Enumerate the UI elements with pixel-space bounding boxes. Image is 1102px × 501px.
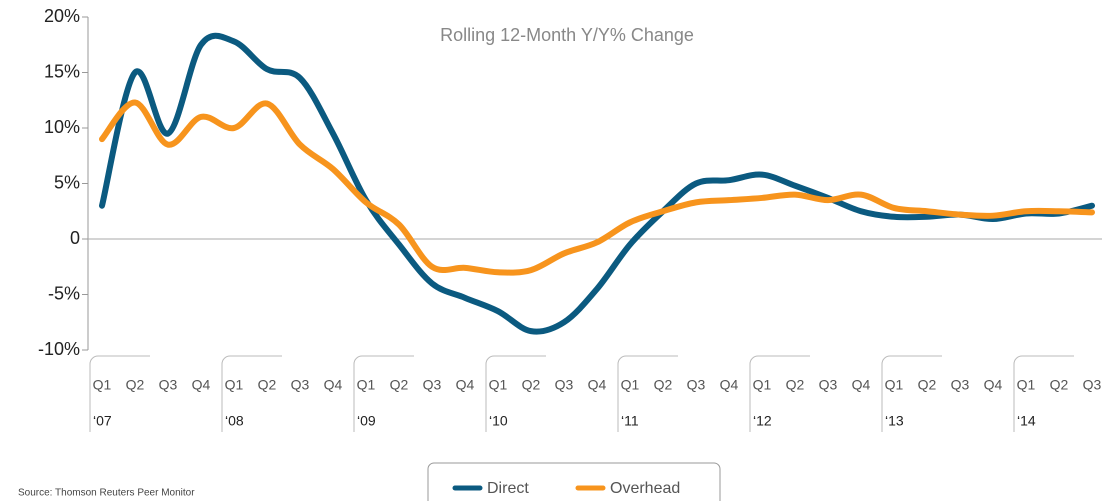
year-separator — [221, 355, 282, 432]
x-tick-label: Q1 — [753, 377, 772, 393]
year-label: ‘11 — [621, 413, 639, 429]
x-tick-label: Q2 — [126, 377, 145, 393]
x-tick-label: Q1 — [489, 377, 508, 393]
x-tick-label: Q1 — [225, 377, 244, 393]
year-label: ‘14 — [1017, 413, 1036, 429]
series-line — [99, 99, 1095, 276]
x-tick-label: Q3 — [687, 377, 706, 393]
y-tick-label: 20% — [44, 6, 80, 26]
x-tick-label: Q3 — [423, 377, 442, 393]
x-tick-label: Q2 — [786, 377, 805, 393]
x-tick-label: Q2 — [654, 377, 673, 393]
x-tick-label: Q1 — [885, 377, 904, 393]
y-tick-label: -5% — [48, 283, 80, 303]
y-tick-label: 0 — [70, 228, 80, 248]
x-tick-label: Q4 — [456, 377, 475, 393]
x-tick-label: Q4 — [720, 377, 739, 393]
year-label: ‘10 — [489, 413, 508, 429]
legend-label: Direct — [487, 480, 529, 497]
year-separator — [485, 355, 546, 432]
x-tick-label: Q4 — [852, 377, 871, 393]
y-tick-label: 5% — [54, 172, 80, 192]
year-label: ‘12 — [753, 413, 772, 429]
legend-box — [427, 462, 721, 501]
x-tick-label: Q3 — [1083, 377, 1102, 393]
x-tick-label: Q2 — [522, 377, 541, 393]
x-tick-label: Q1 — [621, 377, 640, 393]
x-tick-label: Q1 — [357, 377, 376, 393]
x-tick-label: Q3 — [819, 377, 838, 393]
y-tick-label: 15% — [44, 61, 80, 81]
x-tick-label: Q3 — [951, 377, 970, 393]
year-label: ‘13 — [885, 413, 904, 429]
y-tick-label: 10% — [44, 117, 80, 137]
legend-label: Overhead — [610, 480, 680, 497]
x-tick-label: Q2 — [918, 377, 937, 393]
series-line — [99, 32, 1095, 335]
year-separator — [617, 355, 678, 432]
x-tick-label: Q2 — [1050, 377, 1069, 393]
x-tick-label: Q2 — [258, 377, 277, 393]
year-separator — [353, 355, 414, 432]
x-tick-label: Q4 — [324, 377, 343, 393]
year-separator — [89, 355, 150, 432]
chart-title: Rolling 12-Month Y/Y% Change — [440, 25, 694, 45]
x-tick-label: Q2 — [390, 377, 409, 393]
year-label: ‘08 — [225, 413, 244, 429]
x-tick-label: Q1 — [93, 377, 112, 393]
year-label: ‘07 — [93, 413, 112, 429]
source-note: Source: Thomson Reuters Peer Monitor — [18, 488, 195, 499]
x-tick-label: Q3 — [159, 377, 178, 393]
x-tick-label: Q4 — [984, 377, 1003, 393]
x-tick-label: Q1 — [1017, 377, 1036, 393]
x-tick-label: Q3 — [291, 377, 310, 393]
year-separator — [881, 355, 942, 432]
y-tick-label: -10% — [38, 339, 80, 359]
year-label: ‘09 — [357, 413, 376, 429]
year-separator — [1013, 355, 1074, 432]
x-tick-label: Q3 — [555, 377, 574, 393]
x-tick-label: Q4 — [588, 377, 607, 393]
year-separator — [749, 355, 810, 432]
x-tick-label: Q4 — [192, 377, 211, 393]
